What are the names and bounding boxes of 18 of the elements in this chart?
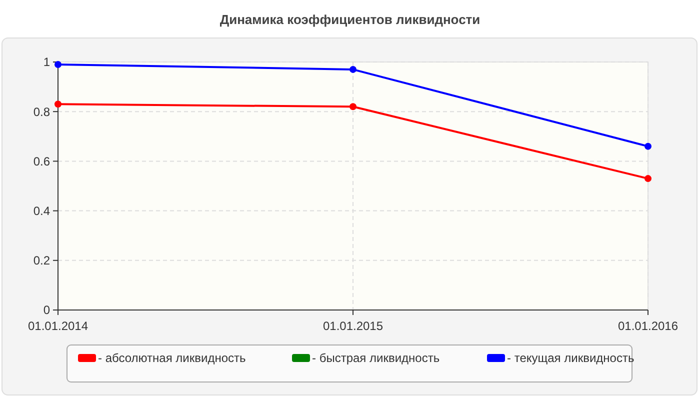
y-tick-label: 0.2 (33, 254, 50, 268)
legend-label: - текущая ликвидность (507, 351, 634, 365)
y-tick-label: 0.8 (33, 104, 50, 119)
point (350, 66, 356, 73)
chart-title: Динамика коэффициентов ликвидности (220, 12, 480, 27)
x-tick-label: 01.01.2014 (28, 319, 88, 333)
legend-label: - абсолютная ликвидность (98, 351, 246, 365)
y-tick-label: 0.6 (33, 154, 50, 168)
point (54, 100, 62, 108)
y-tick-label: 1 (43, 55, 50, 70)
x-tick-label: 01.01.2015 (322, 319, 384, 333)
point (644, 142, 652, 150)
point (350, 103, 356, 110)
legend-label: - быстрая ликвидность (312, 351, 440, 365)
x-tick-label: 01.01.2016 (618, 319, 678, 333)
point (644, 175, 652, 182)
y-tick-label: 0 (43, 303, 50, 318)
y-tick-label: 0.4 (33, 204, 50, 218)
